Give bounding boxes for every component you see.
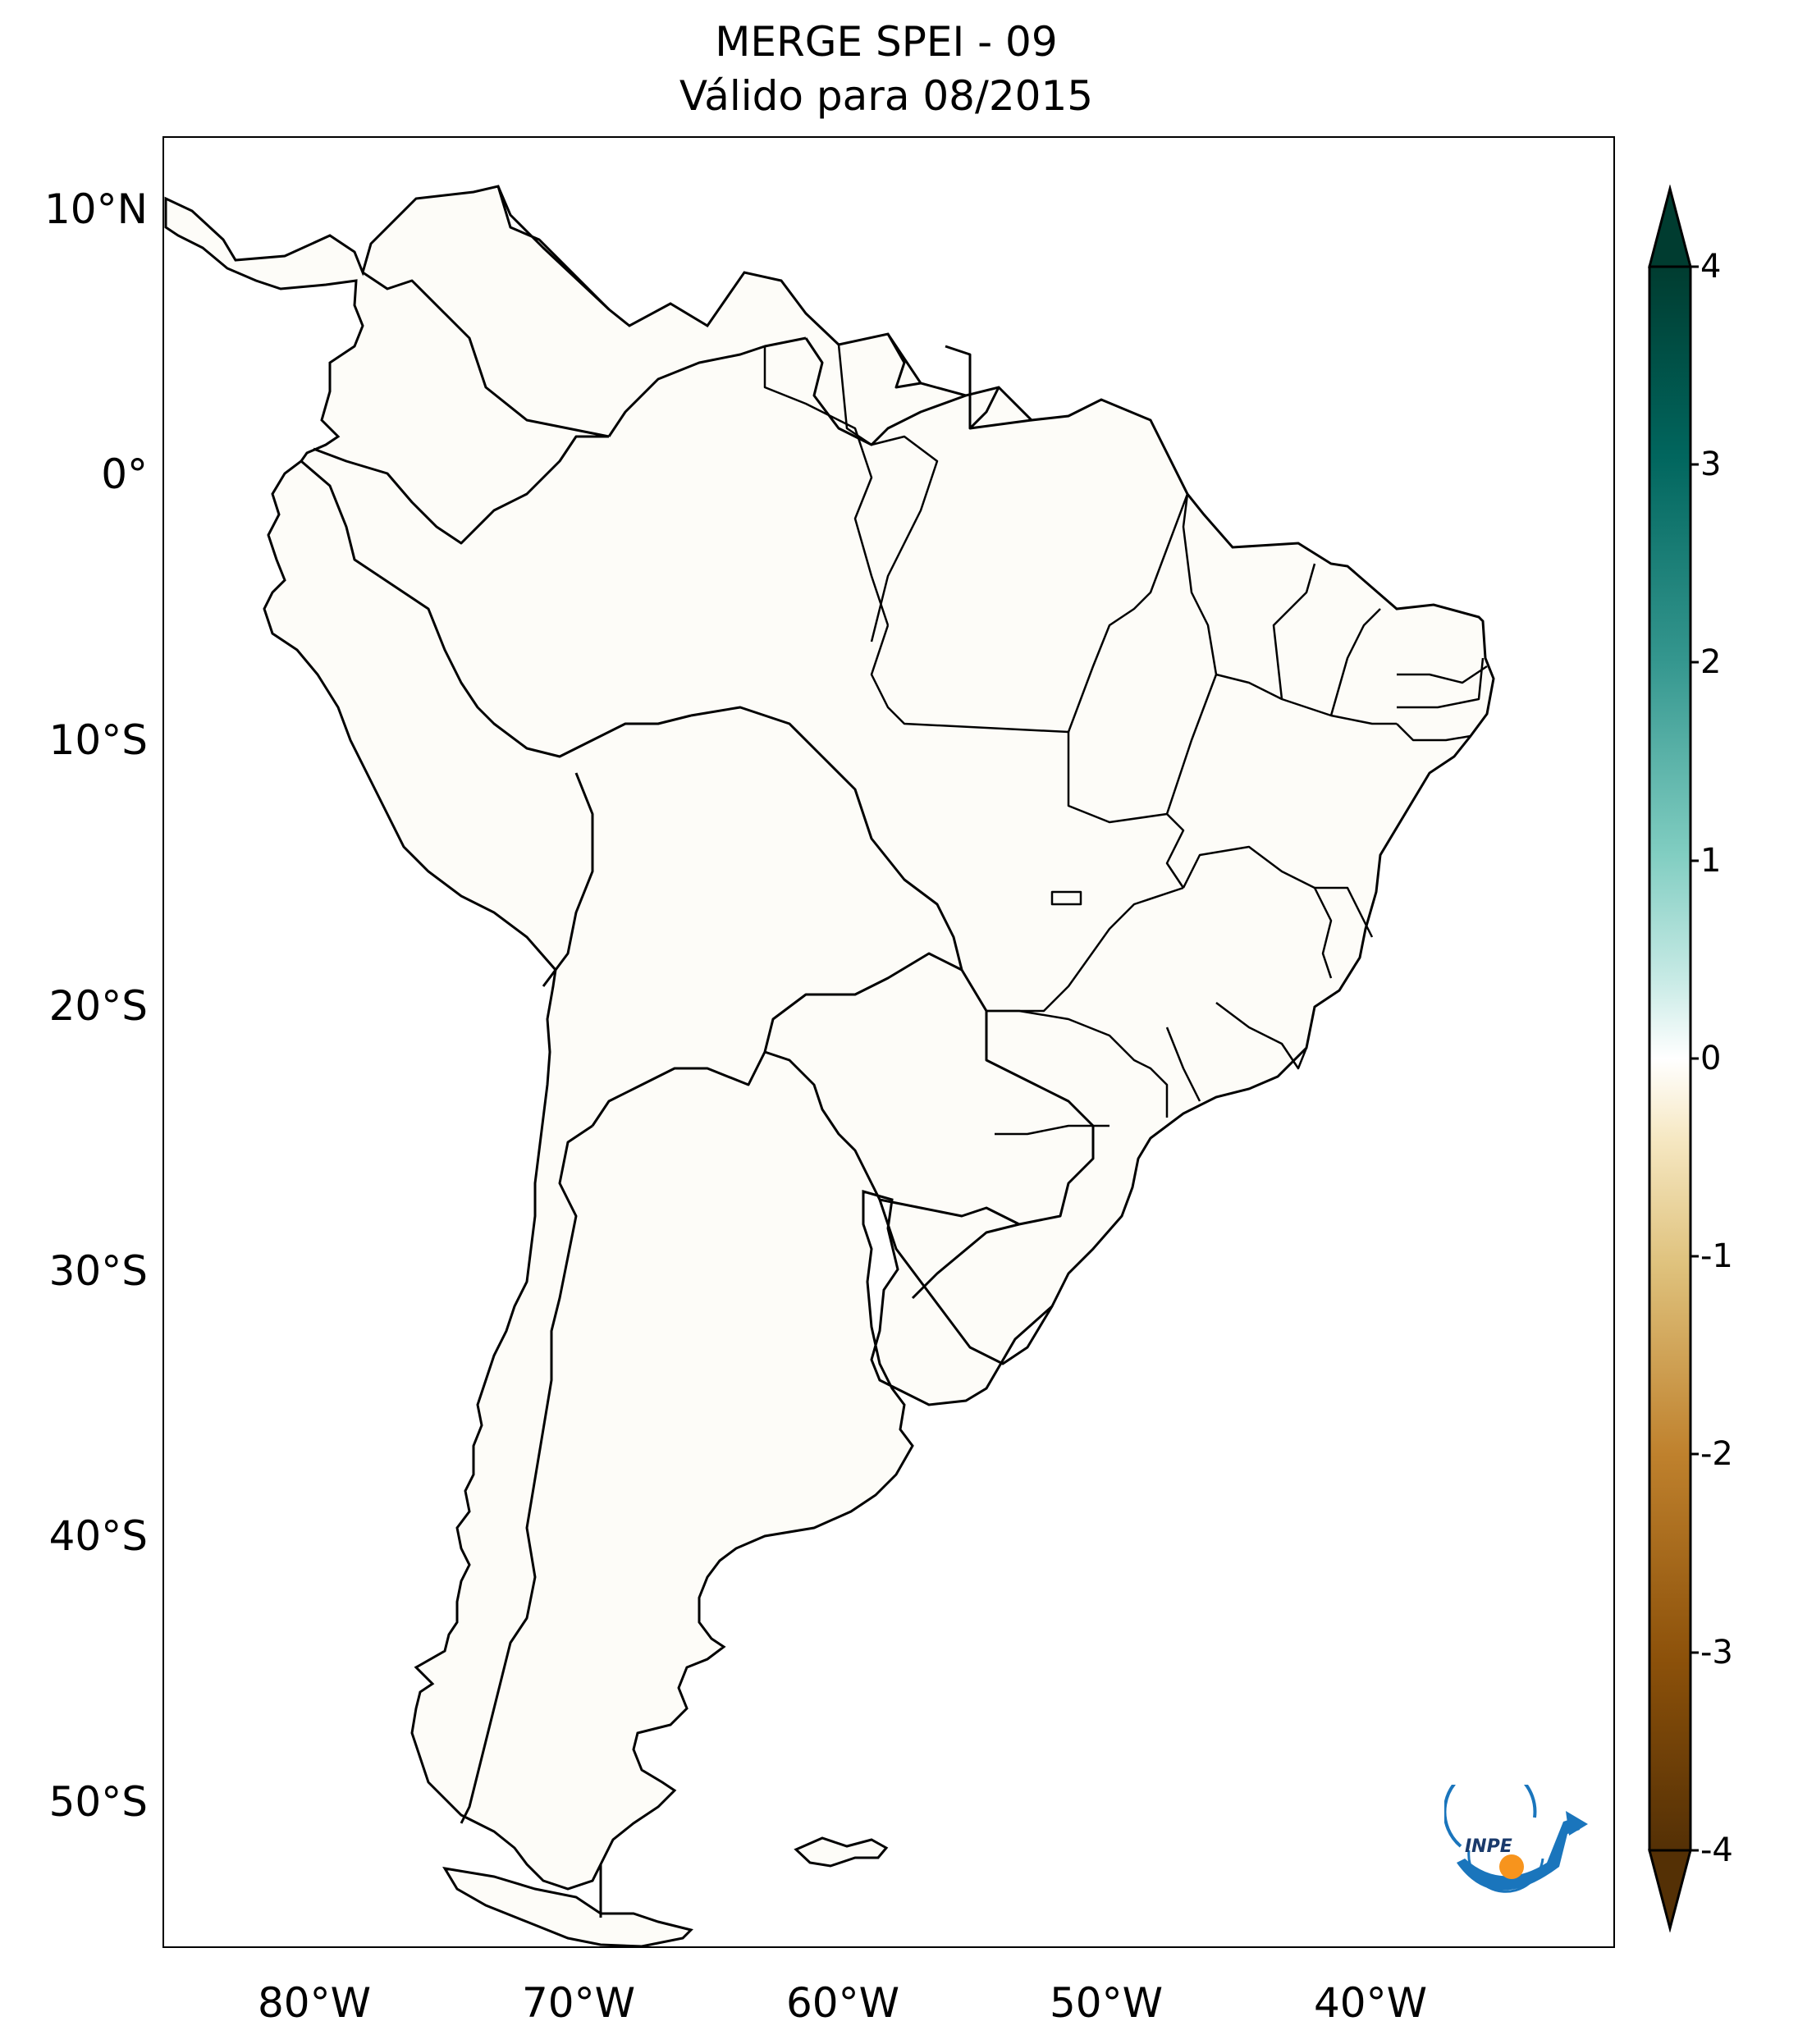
lat-label-50s: 50°S (48, 1778, 148, 1826)
state-borders (763, 344, 1488, 1136)
colorbar-top-extend (1648, 185, 1692, 268)
lat-label-0: 0° (101, 450, 148, 498)
colorbar-tick-1: 1 (1700, 842, 1722, 880)
colorbar-tick-neg4: -4 (1700, 1831, 1733, 1869)
lon-label-70w: 70°W (521, 1979, 636, 2027)
colorbar-body (1648, 265, 1692, 1852)
lon-label-40w: 40°W (1313, 1979, 1428, 2027)
inpe-logo: INPE (1444, 1785, 1588, 1893)
colorbar-tick-neg3: -3 (1700, 1634, 1733, 1671)
lat-label-40s: 40°S (48, 1512, 148, 1560)
colorbar-tick-2: 2 (1700, 643, 1722, 681)
lon-label-50w: 50°W (1049, 1979, 1164, 2027)
lat-label-20s: 20°S (48, 982, 148, 1030)
lat-label-30s: 30°S (48, 1247, 148, 1295)
lat-label-10s: 10°S (48, 716, 148, 764)
colorbar (1648, 185, 1699, 1932)
colorbar-tick-neg2: -2 (1700, 1435, 1733, 1473)
political-borders (300, 185, 1095, 1918)
colorbar-tick-neg1: -1 (1700, 1237, 1733, 1275)
inpe-logo-text: INPE (1465, 1836, 1512, 1857)
lat-label-10n: 10°N (43, 185, 148, 233)
lon-label-80w: 80°W (257, 1979, 372, 2027)
colorbar-tick-0: 0 (1700, 1040, 1722, 1077)
colorbar-bottom-extend (1648, 1849, 1692, 1932)
map-title: MERGE SPEI - 09 (715, 18, 1058, 66)
spei-map (164, 185, 1495, 1946)
map-subtitle: Válido para 08/2015 (679, 72, 1094, 120)
colorbar-tick-4: 4 (1700, 248, 1722, 286)
colorbar-tick-3: 3 (1700, 446, 1722, 483)
map-area (162, 136, 1615, 1948)
lon-label-60w: 60°W (785, 1979, 900, 2027)
